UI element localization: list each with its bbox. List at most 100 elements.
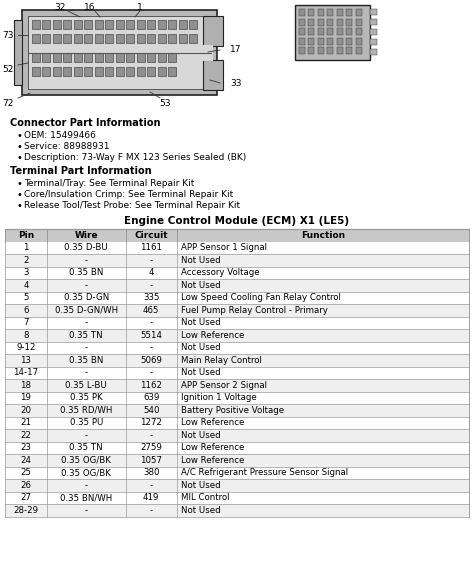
Bar (346, 47, 353, 54)
Text: 24: 24 (20, 456, 31, 465)
Bar (64, 67, 72, 76)
Text: Not Used: Not Used (181, 256, 220, 264)
Bar (309, 38, 315, 45)
Text: 0.35 RD/WH: 0.35 RD/WH (60, 406, 112, 415)
Bar (5, 317, 469, 329)
Bar (84, 20, 92, 29)
Bar (22, 10, 217, 95)
Text: Accessory Voltage: Accessory Voltage (181, 268, 259, 277)
Bar (168, 67, 176, 76)
Bar (84, 34, 92, 43)
Text: -: - (150, 343, 153, 352)
Text: 73: 73 (2, 31, 14, 39)
Text: -: - (150, 368, 153, 377)
Text: 0.35 BN: 0.35 BN (69, 356, 103, 365)
Bar (74, 53, 82, 62)
Bar (337, 19, 343, 26)
Bar (370, 49, 377, 55)
Text: -: - (85, 481, 88, 490)
Bar (5, 304, 469, 317)
Text: 0.35 BN/WH: 0.35 BN/WH (60, 493, 112, 502)
Bar (5, 354, 469, 367)
Text: 4: 4 (148, 268, 154, 277)
Bar (5, 466, 469, 479)
Text: 22: 22 (20, 431, 31, 440)
Bar (370, 29, 377, 35)
Bar (179, 34, 187, 43)
Bar (346, 28, 353, 35)
Text: 2759: 2759 (140, 443, 162, 452)
Bar (318, 9, 324, 16)
Text: Not Used: Not Used (181, 506, 220, 515)
Text: 5514: 5514 (140, 331, 162, 340)
Text: 380: 380 (143, 468, 159, 477)
Bar (127, 67, 135, 76)
Bar (5, 379, 469, 392)
Bar (158, 67, 166, 76)
Bar (53, 67, 61, 76)
Text: APP Sensor 2 Signal: APP Sensor 2 Signal (181, 380, 267, 390)
Text: 1: 1 (23, 243, 28, 252)
Bar (370, 39, 377, 45)
Bar (5, 504, 469, 517)
Bar (356, 9, 362, 16)
Bar (106, 53, 113, 62)
Bar (309, 47, 315, 54)
Bar (309, 9, 315, 16)
Bar (5, 342, 469, 354)
Bar (5, 404, 469, 416)
Bar (53, 20, 61, 29)
Bar (337, 28, 343, 35)
Text: •: • (16, 131, 22, 141)
Text: •: • (16, 142, 22, 152)
Bar (5, 292, 469, 304)
Text: 13: 13 (20, 356, 31, 365)
Bar (137, 53, 145, 62)
Text: -: - (85, 281, 88, 290)
Text: Battery Positive Voltage: Battery Positive Voltage (181, 406, 284, 415)
Text: 2: 2 (23, 256, 28, 264)
Bar (346, 19, 353, 26)
Bar (328, 9, 334, 16)
Bar (5, 229, 469, 241)
Text: -: - (85, 343, 88, 352)
Text: APP Sensor 1 Signal: APP Sensor 1 Signal (181, 243, 267, 252)
Bar (5, 241, 469, 254)
Bar (203, 16, 223, 46)
Bar (53, 53, 61, 62)
Text: 0.35 PK: 0.35 PK (70, 393, 102, 403)
Text: 5: 5 (23, 293, 28, 302)
Text: 4: 4 (23, 281, 28, 290)
Bar (137, 34, 145, 43)
Text: MIL Control: MIL Control (181, 493, 229, 502)
Bar (95, 34, 103, 43)
Bar (74, 67, 82, 76)
Text: 53: 53 (159, 99, 171, 107)
Text: Ignition 1 Voltage: Ignition 1 Voltage (181, 393, 256, 403)
Bar (95, 53, 103, 62)
Bar (203, 45, 213, 61)
Text: 0.35 D-GN/WH: 0.35 D-GN/WH (55, 306, 118, 315)
Bar (5, 329, 469, 342)
Bar (32, 20, 40, 29)
Bar (28, 16, 203, 89)
Bar (127, 53, 135, 62)
Text: Pin: Pin (18, 231, 34, 240)
Bar (370, 9, 377, 15)
Bar (337, 38, 343, 45)
Text: -: - (150, 481, 153, 490)
Text: 17: 17 (230, 45, 241, 55)
Text: -: - (150, 281, 153, 290)
Bar (5, 392, 469, 404)
Bar (318, 28, 324, 35)
Bar (356, 38, 362, 45)
Text: 419: 419 (143, 493, 159, 502)
Bar (74, 20, 82, 29)
Text: 7: 7 (23, 318, 28, 327)
Bar (190, 20, 198, 29)
Text: -: - (85, 506, 88, 515)
Bar (356, 19, 362, 26)
Bar (106, 34, 113, 43)
Bar (43, 53, 51, 62)
Text: 1272: 1272 (140, 418, 162, 427)
